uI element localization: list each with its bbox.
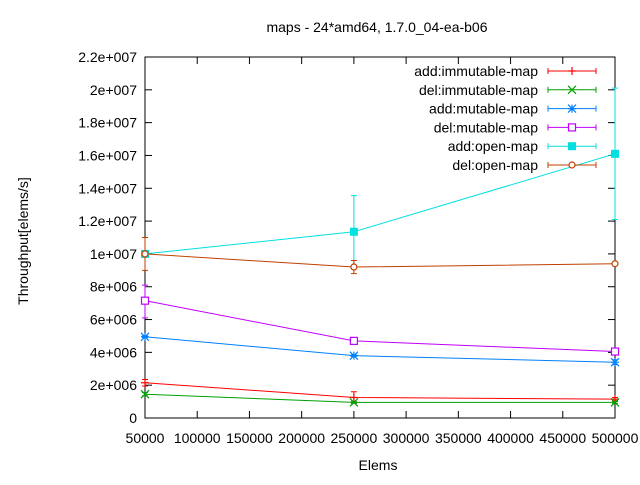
x-tick-label: 450000: [539, 430, 586, 446]
data-point: [567, 123, 577, 132]
legend-item: del:open-map: [452, 157, 597, 173]
data-point: [141, 378, 149, 387]
data-point: [610, 347, 620, 356]
point-marker: [140, 389, 150, 399]
y-tick-label: 2.2e+007: [78, 49, 137, 65]
x-tick-label: 50000: [126, 430, 165, 446]
point-marker: [611, 260, 619, 268]
y-tick-label: 1.4e+007: [78, 180, 137, 196]
y-tick-label: 8e+006: [90, 279, 137, 295]
data-point: [140, 296, 150, 305]
x-tick-label: 500000: [592, 430, 639, 446]
data-point: [568, 67, 576, 75]
legend-label: del:open-map: [452, 157, 538, 173]
point-marker: [610, 397, 620, 407]
chart-title: maps - 24*amd64, 1.7.0_04-ea-b06: [266, 19, 487, 35]
point-marker: [349, 351, 359, 361]
data-point: [610, 397, 620, 407]
point-marker: [611, 149, 619, 158]
x-tick-label: 400000: [487, 430, 534, 446]
data-point: [610, 357, 620, 367]
series-del-open-map: [141, 237, 619, 275]
point-marker: [350, 263, 358, 271]
x-tick-label: 150000: [226, 430, 273, 446]
point-marker: [610, 347, 620, 356]
y-tick-label: 1e+007: [90, 246, 137, 262]
x-tick-label: 350000: [435, 430, 482, 446]
point-marker: [349, 397, 359, 407]
x-tick-label: 300000: [383, 430, 430, 446]
point-marker: [568, 67, 576, 75]
point-marker: [140, 332, 150, 342]
point-marker: [349, 336, 358, 345]
y-tick-label: 0: [129, 410, 137, 426]
y-tick-label: 2e+007: [90, 82, 137, 98]
point-marker: [610, 357, 620, 367]
series-del-immutable-map: [140, 389, 620, 407]
legend-label: del:mutable-map: [434, 119, 538, 135]
series-add-mutable-map: [140, 332, 620, 367]
y-tick-label: 1.2e+007: [78, 213, 137, 229]
data-point: [568, 161, 576, 169]
data-point: [568, 142, 576, 151]
legend-item: del:immutable-map: [419, 82, 597, 98]
data-point: [611, 260, 619, 268]
data-point: [140, 332, 150, 342]
data-point: [349, 351, 359, 361]
data-point: [567, 104, 577, 114]
point-marker: [567, 123, 577, 132]
x-tick-label: 100000: [174, 430, 221, 446]
data-point: [350, 263, 358, 271]
legend: add:immutable-map del:immutable-map add:mu…: [414, 63, 597, 173]
y-tick-label: 2e+006: [90, 377, 137, 393]
point-marker: [349, 227, 358, 236]
axes: 0 2e+006 4e+006 6e+006 8e+006 1e+007 1.2e+007 1…: [78, 49, 638, 446]
data-point: [349, 397, 359, 407]
data-point: [140, 389, 150, 399]
data-point: [349, 336, 358, 345]
y-axis-label: Throughput[elems/s]: [15, 177, 31, 305]
point-marker: [567, 104, 577, 114]
legend-label: del:immutable-map: [419, 82, 538, 98]
point-marker: [140, 296, 150, 305]
y-tick-label: 6e+006: [90, 312, 137, 328]
y-tick-label: 4e+006: [90, 344, 137, 360]
legend-label: add:open-map: [448, 138, 539, 154]
point-marker: [141, 378, 149, 387]
series-group: [140, 87, 620, 407]
point-marker: [141, 250, 149, 258]
x-axis-label: Elems: [359, 457, 398, 473]
legend-label: add:immutable-map: [414, 63, 538, 79]
legend-item: add:open-map: [448, 138, 597, 154]
y-tick-label: 1.8e+007: [78, 115, 137, 131]
data-point: [349, 227, 358, 236]
data-point: [567, 85, 577, 95]
data-point: [141, 250, 149, 258]
data-point: [349, 393, 358, 402]
legend-item: del:mutable-map: [434, 119, 597, 135]
series-del-mutable-map: [140, 284, 620, 356]
legend-item: add:immutable-map: [414, 63, 597, 79]
point-marker: [568, 161, 576, 169]
x-tick-label: 250000: [331, 430, 378, 446]
legend-label: add:mutable-map: [429, 101, 538, 117]
point-marker: [567, 85, 577, 95]
data-point: [611, 149, 619, 158]
point-marker: [349, 393, 358, 402]
x-tick-label: 200000: [278, 430, 325, 446]
legend-item: add:mutable-map: [429, 101, 597, 117]
y-tick-label: 1.6e+007: [78, 147, 137, 163]
point-marker: [568, 142, 576, 151]
